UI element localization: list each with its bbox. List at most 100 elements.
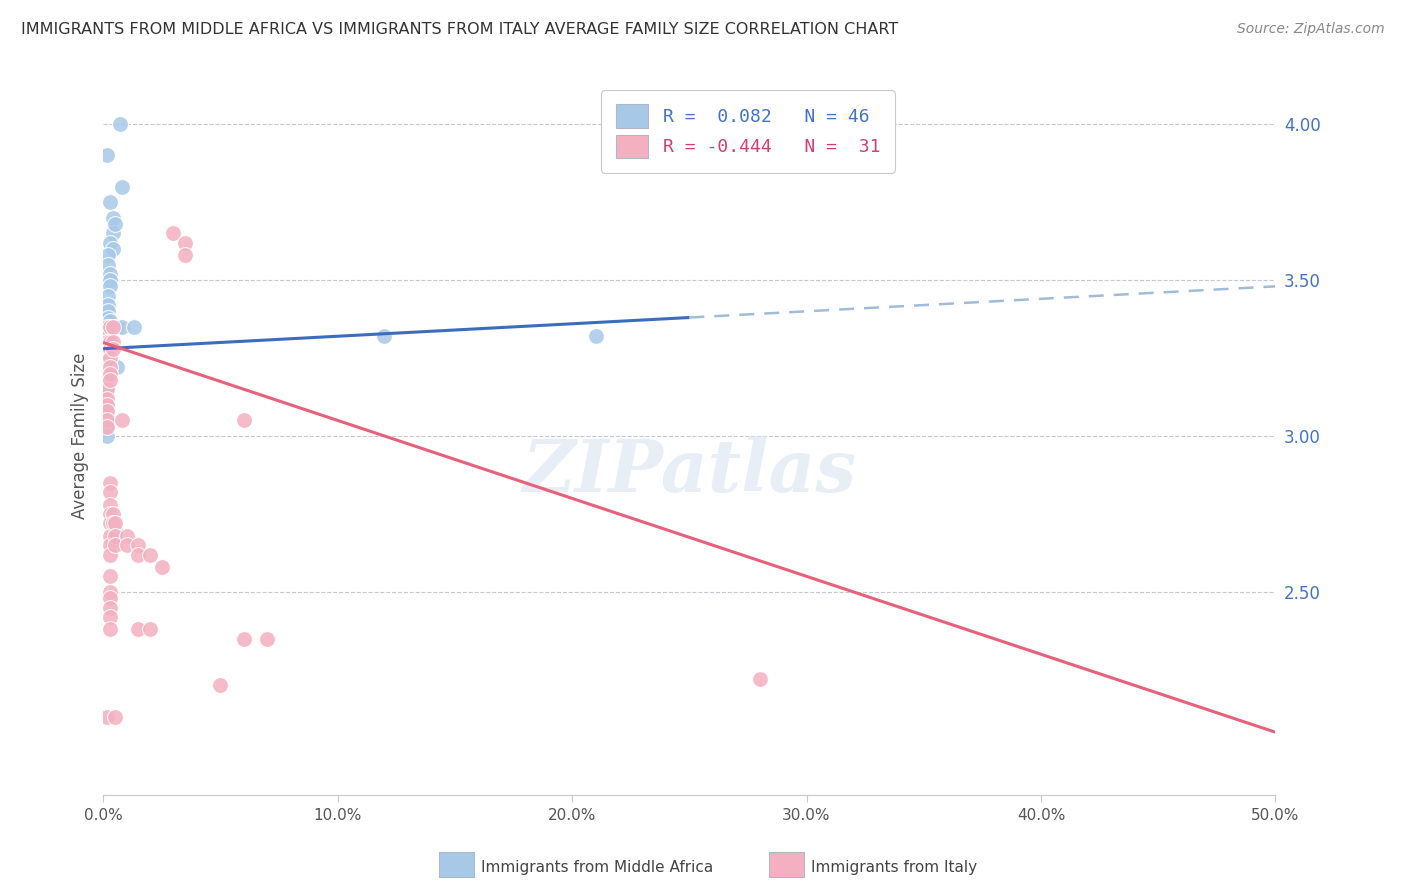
Point [101, 516, 124, 531]
Point [98, 538, 121, 552]
Point [127, 538, 149, 552]
Point [96, 148, 118, 162]
Point [98, 329, 121, 343]
Point [96, 398, 118, 412]
Point [96, 342, 118, 356]
Point [373, 329, 395, 343]
Point [111, 319, 134, 334]
Point [97, 310, 120, 325]
Point [96, 367, 118, 381]
Point [127, 548, 149, 562]
Point [162, 227, 184, 241]
Point [104, 217, 127, 231]
Point [232, 632, 254, 646]
Point [97, 360, 120, 375]
Point [96, 429, 118, 443]
Point [115, 538, 138, 552]
Y-axis label: Average Family Size: Average Family Size [72, 353, 89, 519]
Point [97, 357, 120, 371]
Point [97, 342, 120, 356]
Point [96, 319, 118, 334]
Point [101, 507, 124, 521]
Point [96, 360, 118, 375]
Point [96, 419, 118, 434]
Point [98, 548, 121, 562]
Point [96, 413, 118, 427]
Point [104, 523, 127, 537]
Point [174, 235, 197, 250]
Point [98, 373, 121, 387]
Point [98, 319, 121, 334]
Point [104, 319, 127, 334]
Point [96, 382, 118, 396]
Point [101, 227, 124, 241]
Point [98, 600, 121, 615]
Point [98, 351, 121, 365]
Point [98, 585, 121, 599]
Point [96, 404, 118, 418]
Point [98, 591, 121, 606]
Point [98, 335, 121, 350]
Point [104, 709, 127, 723]
Point [139, 623, 162, 637]
Point [174, 248, 197, 262]
Point [122, 319, 145, 334]
Legend: R =  0.082   N = 46, R = -0.444   N =  31: R = 0.082 N = 46, R = -0.444 N = 31 [602, 90, 894, 172]
Point [96, 709, 118, 723]
Point [96, 392, 118, 406]
Point [98, 623, 121, 637]
Point [585, 329, 607, 343]
Text: IMMIGRANTS FROM MIDDLE AFRICA VS IMMIGRANTS FROM ITALY AVERAGE FAMILY SIZE CORRE: IMMIGRANTS FROM MIDDLE AFRICA VS IMMIGRA… [21, 22, 898, 37]
Point [97, 344, 120, 359]
Point [101, 335, 124, 350]
Point [96, 404, 118, 418]
Point [96, 335, 118, 350]
Point [96, 398, 118, 412]
Point [101, 319, 124, 334]
Point [232, 413, 254, 427]
Point [101, 211, 124, 225]
Point [748, 672, 770, 686]
Point [98, 516, 121, 531]
Point [98, 507, 121, 521]
Point [98, 569, 121, 583]
Point [98, 485, 121, 500]
Point [97, 304, 120, 318]
Point [256, 632, 278, 646]
Point [98, 195, 121, 210]
Point [96, 382, 118, 396]
Point [139, 548, 162, 562]
Point [111, 179, 134, 194]
Point [98, 342, 121, 356]
Point [96, 329, 118, 343]
Point [96, 373, 118, 387]
Point [105, 319, 128, 334]
Point [127, 623, 149, 637]
Text: ZIPatlas: ZIPatlas [522, 436, 856, 508]
Point [97, 258, 120, 272]
Point [98, 279, 121, 293]
Text: Immigrants from Middle Africa: Immigrants from Middle Africa [481, 860, 713, 874]
Point [97, 351, 120, 365]
Point [108, 117, 131, 131]
Point [98, 313, 121, 327]
Text: Source: ZipAtlas.com: Source: ZipAtlas.com [1237, 22, 1385, 37]
Point [97, 248, 120, 262]
Point [101, 342, 124, 356]
Point [98, 319, 121, 334]
Point [96, 392, 118, 406]
Point [150, 560, 173, 574]
Point [98, 367, 121, 381]
Point [98, 498, 121, 512]
Point [101, 242, 124, 256]
Point [98, 529, 121, 543]
Point [96, 335, 118, 350]
Point [104, 529, 127, 543]
Point [97, 289, 120, 303]
Point [209, 678, 232, 692]
Point [96, 419, 118, 434]
Point [96, 367, 118, 381]
Point [96, 351, 118, 365]
Point [104, 516, 127, 531]
Point [98, 235, 121, 250]
